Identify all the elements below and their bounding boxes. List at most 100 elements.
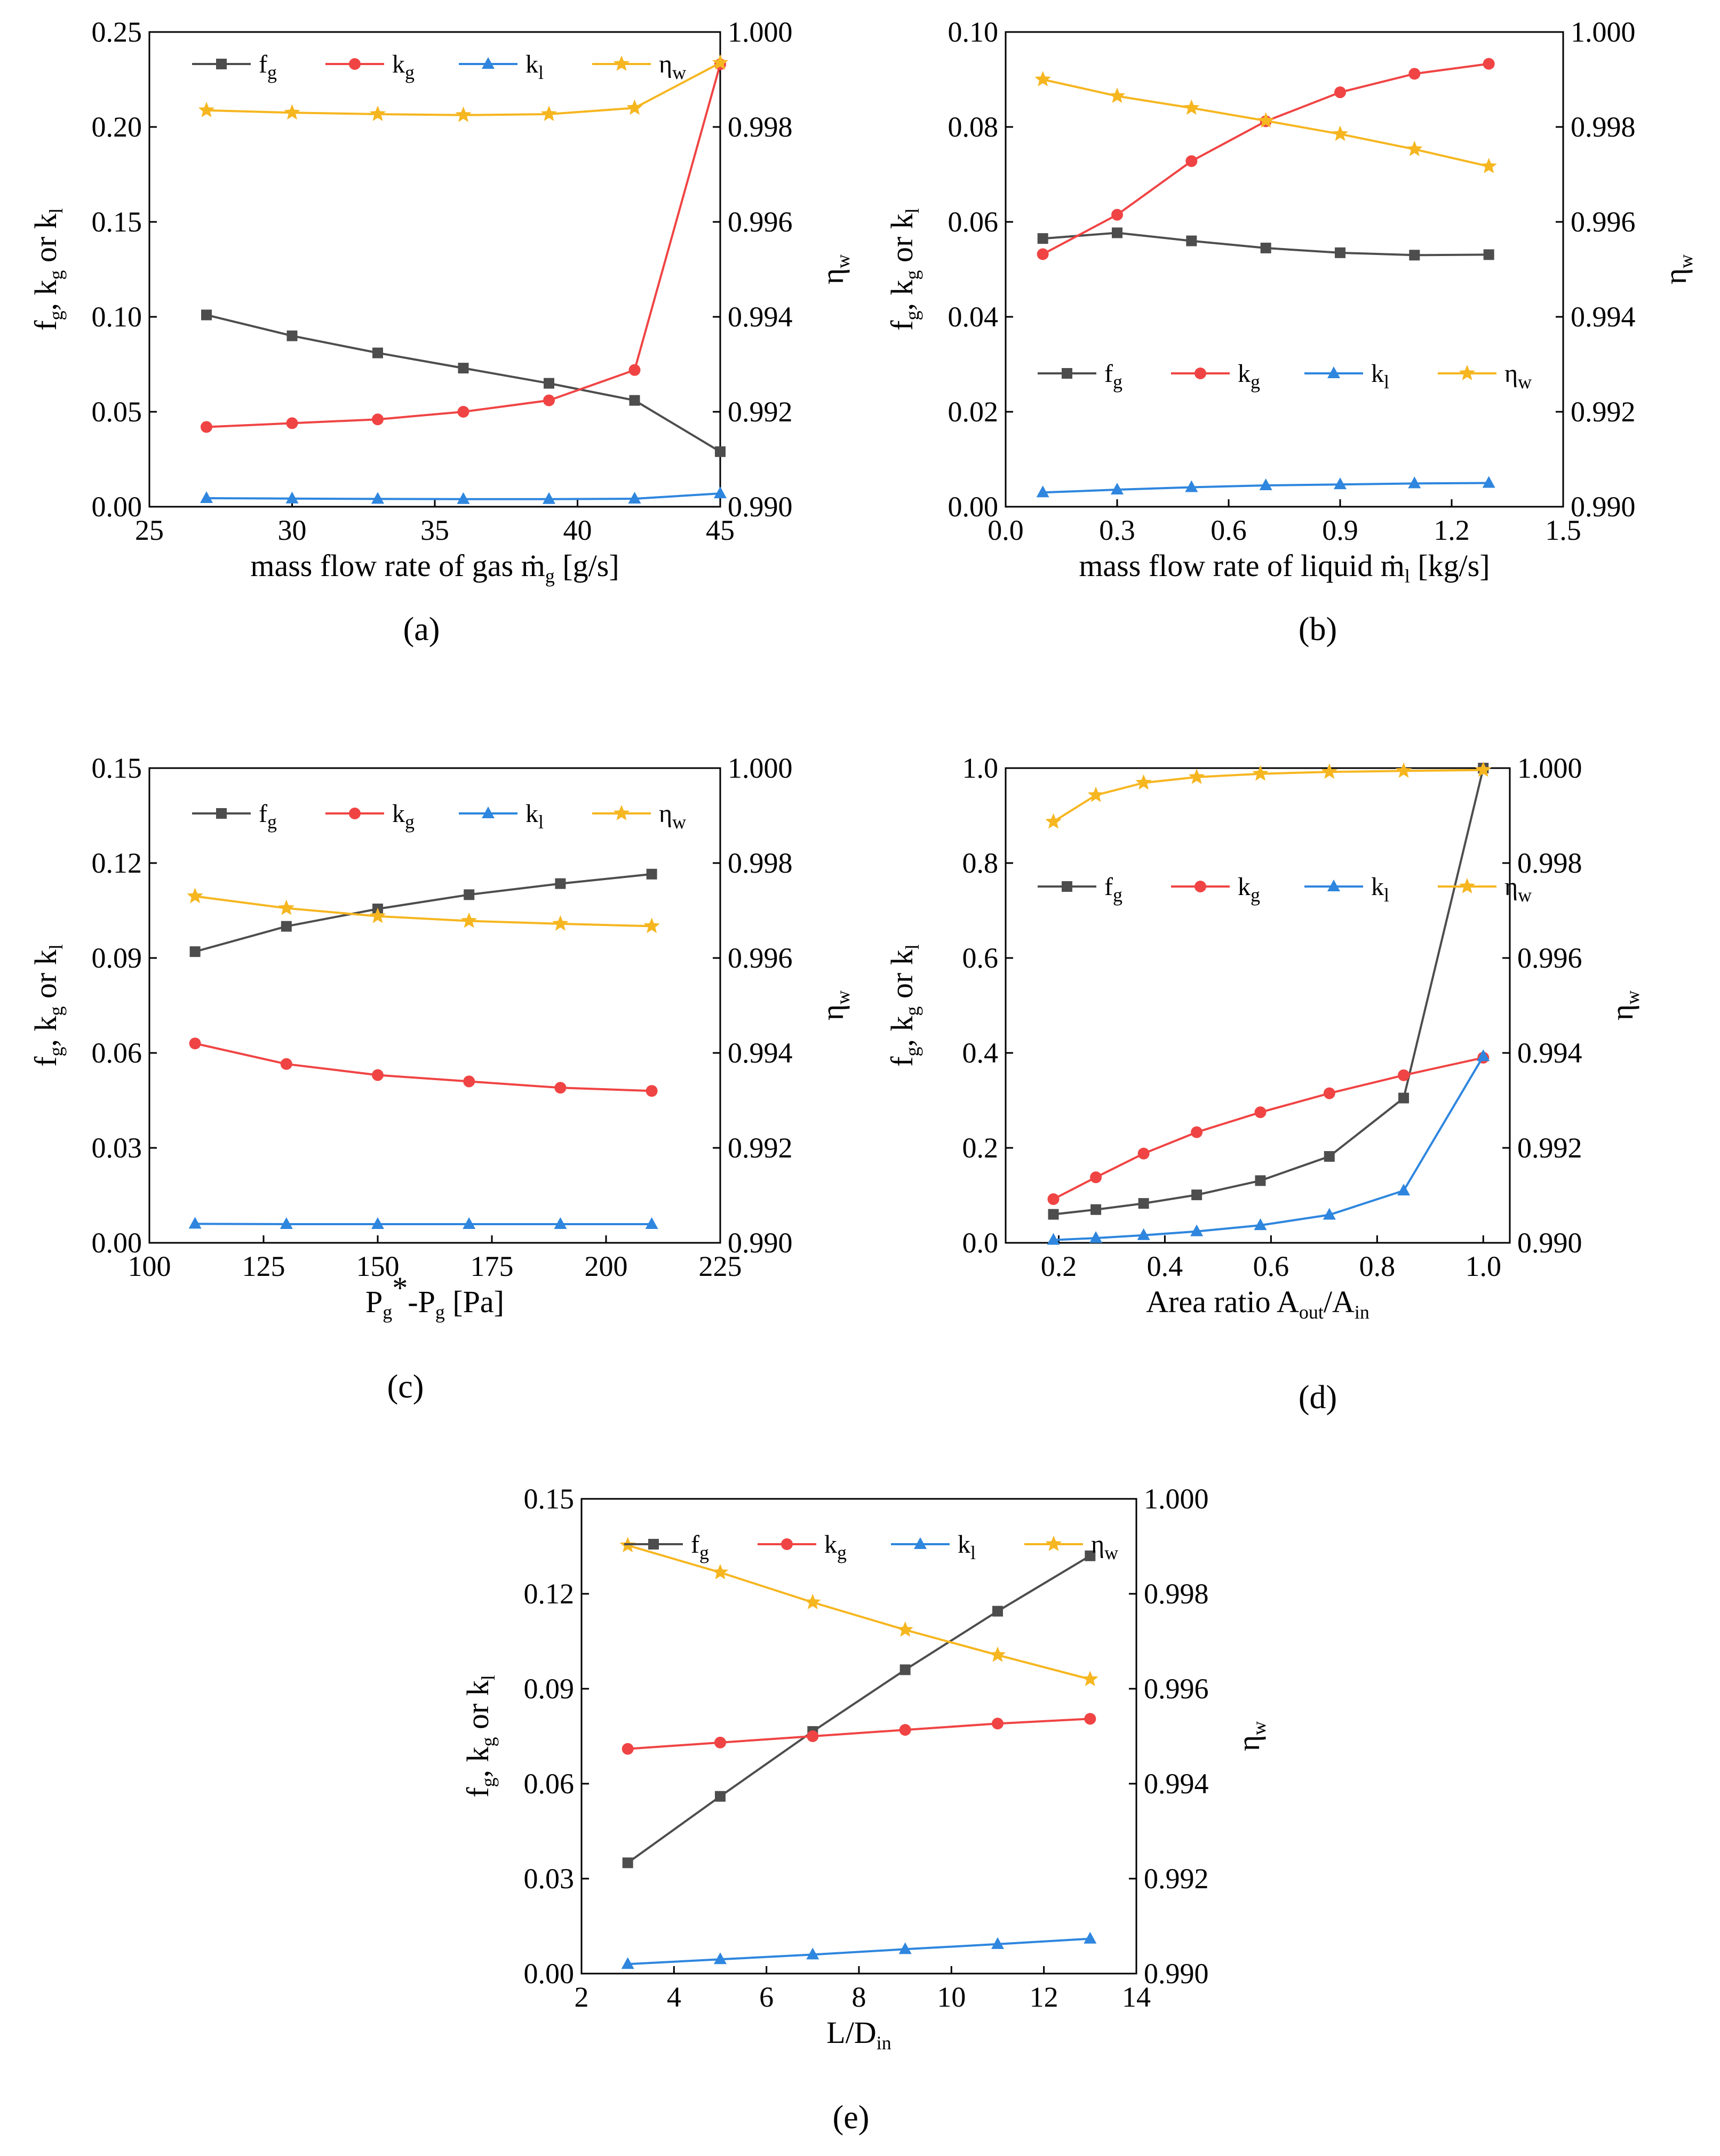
x-tick-label: 0.3 [1099,514,1135,546]
right-y-tick-label: 0.994 [1517,1037,1582,1069]
series-line-kl [627,1937,1090,1966]
data-point-kg [807,1730,819,1742]
y-tick-label: 0.09 [92,942,142,974]
data-point-eta [712,1564,729,1579]
series-line-eta [627,1544,1090,1681]
y-tick-label: 0.06 [92,1037,142,1069]
data-point-kg [554,1082,567,1094]
y-tick-label: 0.06 [524,1768,575,1800]
right-y-tick-label: 0.994 [728,301,793,333]
legend: fg kg kl ηw [1038,873,1532,906]
data-point-fg [555,878,566,889]
x-tick-label: 0.6 [1253,1250,1289,1282]
data-point-fg [458,363,469,374]
x-tick-label: 100 [128,1250,171,1282]
right-y-tick-label: 0.992 [728,1132,793,1164]
x-tick-label: 0.4 [1147,1250,1183,1282]
plot-frame [1005,767,1511,1244]
series-line-fg [206,314,721,453]
y-tick-label: 0.20 [92,111,142,143]
y-tick-label: 0.10 [948,16,999,48]
data-point-eta [278,899,294,915]
data-point-eta [461,912,477,928]
data-point-eta [1257,112,1274,128]
y-tick-label: 0.06 [948,206,999,238]
legend-marker-kl [914,1537,927,1549]
right-y-tick-label: 0.992 [1571,396,1636,428]
legend-label-kl: kl [1371,360,1389,393]
y-axis-label: fg, kg or kl [28,944,67,1067]
panel-label: (b) [1299,611,1337,648]
data-point-eta [897,1621,913,1637]
plot-frame [580,1498,1137,1975]
data-point-eta [1332,125,1349,141]
x-tick-label: 1.5 [1545,514,1581,546]
data-point-eta [1188,768,1205,784]
y-tick-label: 0.00 [92,491,142,523]
chart-panel-d: 0.2 0.4 0.6 0.8 1.0 0.0 0.2 0.4 0.6 0.8 1.0 0.990 0.… [885,752,1643,1416]
data-point-kg [1090,1171,1102,1184]
legend-marker-kl [482,57,495,69]
panel-label: (a) [403,611,440,648]
legend-label-kg: kg [1238,360,1260,393]
x-axis-label: L/Din [826,2015,891,2054]
y-tick-label: 0.00 [524,1958,575,1990]
y-tick-label: 0.03 [92,1132,142,1164]
data-point-kl [1323,1208,1336,1220]
data-point-kl [554,1217,567,1229]
right-y-tick-label: 1.000 [1517,752,1582,784]
data-point-fg [1085,1550,1096,1561]
legend: fg kg kl ηw [624,1530,1118,1563]
right-y-tick-label: 1.000 [1571,16,1636,48]
y-tick-label: 0.04 [948,301,999,333]
right-y-tick-label: 0.996 [1517,942,1582,974]
data-point-eta [552,915,569,931]
data-point-kl [1190,1224,1204,1236]
data-point-fg [1260,242,1271,253]
x-tick-label: 225 [699,1250,742,1282]
right-y-tick-label: 0.996 [1144,1673,1209,1705]
plot-frame [148,767,721,1244]
panel-label: (c) [387,1369,424,1405]
data-point-eta [187,888,203,904]
data-point-eta [1135,774,1152,790]
x-axis-label: mass flow rate of liquid ṁl [kg/s] [1079,548,1490,587]
data-point-kl [280,1217,293,1229]
data-point-eta [1109,87,1126,103]
legend-label-eta: ηw [659,800,686,833]
y-tick-label: 0.2 [962,1132,999,1164]
legend-marker-eta [1045,1536,1062,1551]
y-tick-label: 0.03 [524,1863,575,1895]
data-point-kg [1483,58,1495,70]
legend-marker-kg [1195,881,1206,892]
data-point-fg [1138,1198,1149,1209]
right-y-tick-label: 1.000 [728,752,793,784]
legend-label-eta: ηw [1091,1530,1118,1563]
x-tick-label: 150 [356,1250,400,1282]
data-point-fg [629,395,640,406]
right-y-tick-label: 0.998 [1571,111,1636,143]
legend-label-eta: ηw [1504,873,1532,906]
data-point-kl [543,492,555,504]
data-point-fg [992,1606,1003,1617]
chart-panel-c: 100 125 150 175 200 225 0.00 0.03 0.06 0.09 0.12 0.… [28,752,854,1405]
legend-label-fg: fg [259,50,277,83]
series-line-kg [627,1718,1090,1750]
data-point-kg [1323,1087,1335,1099]
series-line-fg [195,873,652,953]
data-point-kl [806,1947,819,1960]
legend-marker-fg [216,808,227,819]
x-tick-label: 0.9 [1322,514,1358,546]
data-point-kg [899,1724,911,1736]
y-tick-label: 0.15 [92,752,142,784]
data-point-kg [1137,1147,1150,1160]
data-point-kl [1084,1931,1097,1944]
legend-label-eta: ηw [659,50,686,83]
data-point-kl [898,1942,912,1954]
data-point-kl [1089,1231,1103,1243]
right-y-axis-label: ηw [815,991,854,1020]
y-axis-label: fg, kg or kl [885,944,923,1067]
data-point-kg [280,1058,292,1070]
data-point-kg [992,1718,1004,1730]
x-tick-label: 175 [471,1250,514,1282]
